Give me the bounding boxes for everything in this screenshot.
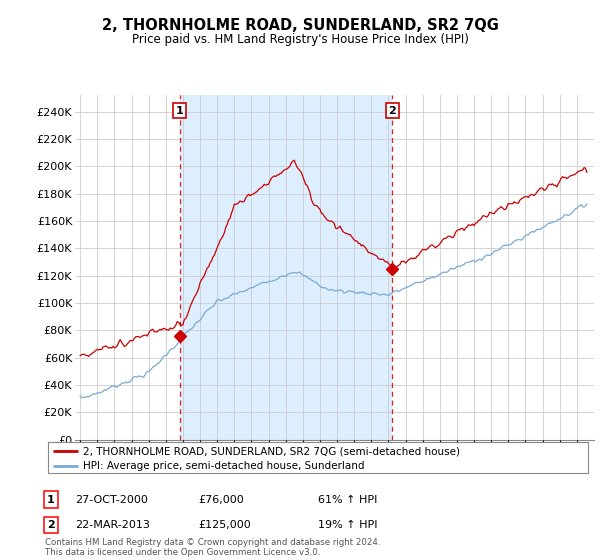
Text: £76,000: £76,000 xyxy=(198,494,244,505)
Text: Price paid vs. HM Land Registry's House Price Index (HPI): Price paid vs. HM Land Registry's House … xyxy=(131,32,469,46)
Text: 2: 2 xyxy=(388,105,396,115)
Text: 1: 1 xyxy=(176,105,184,115)
Text: 61% ↑ HPI: 61% ↑ HPI xyxy=(318,494,377,505)
Text: 19% ↑ HPI: 19% ↑ HPI xyxy=(318,520,377,530)
Text: £125,000: £125,000 xyxy=(198,520,251,530)
Text: 2: 2 xyxy=(47,520,55,530)
Text: 2, THORNHOLME ROAD, SUNDERLAND, SR2 7QG (semi-detached house): 2, THORNHOLME ROAD, SUNDERLAND, SR2 7QG … xyxy=(83,446,460,456)
Text: 22-MAR-2013: 22-MAR-2013 xyxy=(75,520,150,530)
Bar xyxy=(180,95,392,440)
Text: 2, THORNHOLME ROAD, SUNDERLAND, SR2 7QG: 2, THORNHOLME ROAD, SUNDERLAND, SR2 7QG xyxy=(101,18,499,32)
Text: Contains HM Land Registry data © Crown copyright and database right 2024.
This d: Contains HM Land Registry data © Crown c… xyxy=(45,538,380,557)
Text: 27-OCT-2000: 27-OCT-2000 xyxy=(75,494,148,505)
Text: HPI: Average price, semi-detached house, Sunderland: HPI: Average price, semi-detached house,… xyxy=(83,461,365,472)
Text: 1: 1 xyxy=(47,494,55,505)
